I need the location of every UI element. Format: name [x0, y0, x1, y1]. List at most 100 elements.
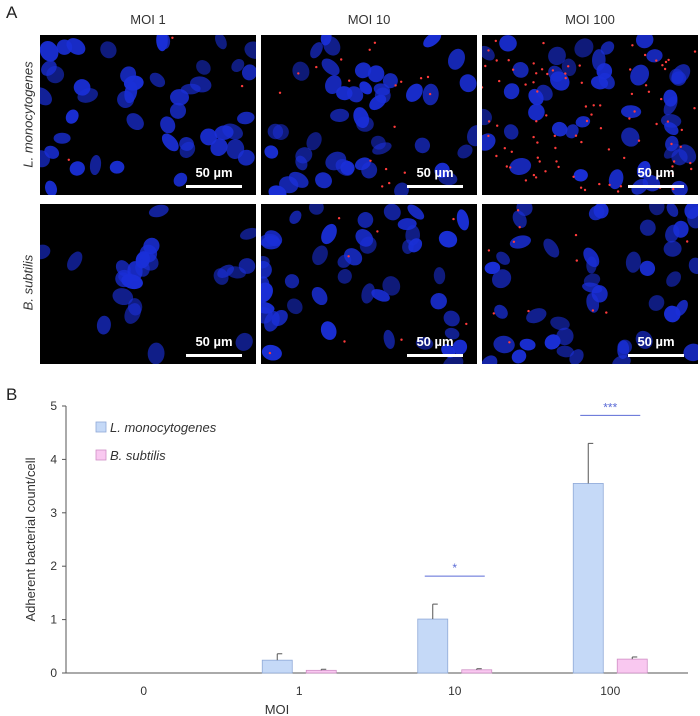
bacterium-dot — [452, 217, 455, 221]
cell-nucleus — [482, 355, 498, 364]
bacterium-dot — [564, 76, 567, 80]
cell-nucleus — [382, 73, 398, 89]
cell-nucleus — [687, 206, 698, 229]
bacterium-dot — [544, 170, 547, 173]
cell-nucleus — [503, 83, 520, 100]
micrograph-l-monocytogenes-moi-1: 50 µm — [40, 35, 256, 195]
cell-nucleus — [222, 123, 243, 140]
cell-nucleus — [115, 260, 131, 277]
cell-nucleus — [383, 329, 395, 349]
cell-nucleus — [459, 74, 477, 93]
bar — [417, 618, 449, 674]
cell-nucleus — [240, 227, 256, 240]
bacterium-dot — [492, 312, 495, 315]
cell-nucleus — [261, 306, 273, 324]
cell-nucleus — [288, 171, 309, 188]
y-tick-label: 5 — [50, 399, 57, 413]
cell-nucleus — [496, 251, 510, 265]
bacterium-dot — [297, 72, 300, 75]
bacterium-dot — [578, 64, 581, 67]
cell-nucleus — [608, 169, 624, 190]
cell-nucleus — [575, 116, 591, 128]
bacterium-dot — [580, 81, 583, 84]
y-tick-label: 1 — [50, 613, 57, 627]
scale-bar-label: 50 µm — [416, 334, 454, 349]
bacterium-dot — [619, 185, 623, 188]
cell-nucleus — [512, 62, 529, 78]
cell-nucleus — [636, 160, 651, 179]
y-tick-label: 2 — [50, 559, 57, 573]
bacterium-dot — [679, 145, 682, 148]
scale-bar — [628, 354, 684, 357]
cell-nucleus — [148, 204, 169, 218]
bacterium-dot — [487, 49, 490, 52]
bacterium-dot — [666, 120, 670, 123]
bacterium-dot — [518, 226, 521, 229]
cell-nucleus — [550, 71, 570, 91]
bacterium-dot — [630, 92, 634, 96]
cell-nucleus — [369, 94, 387, 111]
bacterium-dot — [516, 209, 520, 212]
bacterium-dot — [631, 44, 634, 47]
bacterium-dot — [672, 160, 676, 163]
bacterium-dot — [494, 39, 497, 43]
bacterium-dot — [507, 59, 510, 62]
cell-nucleus — [596, 63, 613, 80]
bacterium-dot — [564, 72, 567, 75]
scale-bar — [407, 354, 463, 357]
panel-a-letter: A — [6, 3, 18, 22]
cell-nucleus — [671, 64, 691, 85]
cell-nucleus — [89, 154, 102, 176]
bacterium-dot — [369, 159, 372, 162]
column-label-moi-10: MOI 10 — [347, 12, 391, 27]
cell-nucleus — [361, 283, 375, 304]
cell-nucleus — [353, 107, 370, 129]
bacterium-dot — [426, 75, 430, 79]
micrograph-l-monocytogenes-moi-100: 50 µm — [482, 35, 698, 195]
y-tick-label: 4 — [50, 452, 57, 466]
bar — [572, 483, 604, 674]
cell-nucleus — [630, 64, 649, 86]
cell-nucleus — [382, 276, 401, 296]
cell-nucleus — [671, 180, 688, 195]
scale-bar-label: 50 µm — [195, 165, 233, 180]
cell-nucleus — [237, 111, 255, 125]
cell-nucleus — [309, 204, 324, 215]
cell-nucleus — [53, 132, 71, 144]
cell-nucleus — [311, 286, 328, 306]
cell-nucleus — [69, 161, 85, 176]
cell-nucleus — [231, 58, 245, 73]
bacterium-dot — [607, 148, 611, 151]
scale-bar-label: 50 µm — [195, 334, 233, 349]
bacterium-dot — [347, 255, 350, 258]
bacterium-dot — [388, 181, 391, 185]
cell-nucleus — [346, 86, 364, 103]
cell-nucleus — [173, 172, 188, 187]
bacterium-dot — [532, 62, 535, 65]
bacterium-dot — [551, 69, 555, 72]
cell-nucleus — [438, 230, 458, 248]
cell-nucleus — [161, 133, 179, 152]
cell-nucleus — [367, 65, 385, 83]
cell-nucleus — [321, 223, 337, 245]
bacterium-dot — [575, 259, 578, 262]
bacterium-dot — [532, 135, 535, 139]
bacterium-dot — [368, 48, 371, 51]
cell-nucleus — [666, 204, 679, 217]
cell-nucleus — [312, 245, 328, 266]
cell-nucleus — [551, 121, 568, 137]
cell-nucleus — [503, 124, 519, 140]
bacterium-dot — [599, 104, 602, 107]
bacterium-dot — [540, 68, 544, 71]
bacterium-dot — [384, 167, 388, 171]
bacterium-dot — [532, 173, 536, 177]
bar — [461, 669, 493, 674]
cell-nucleus — [407, 204, 425, 220]
cell-nucleus — [215, 35, 227, 50]
cell-nucleus — [433, 267, 446, 285]
cell-nucleus — [430, 293, 447, 310]
bacterium-dot — [534, 176, 538, 179]
bacterium-dot — [376, 230, 379, 233]
cell-nucleus — [621, 127, 640, 147]
bacterium-dot — [574, 134, 578, 137]
